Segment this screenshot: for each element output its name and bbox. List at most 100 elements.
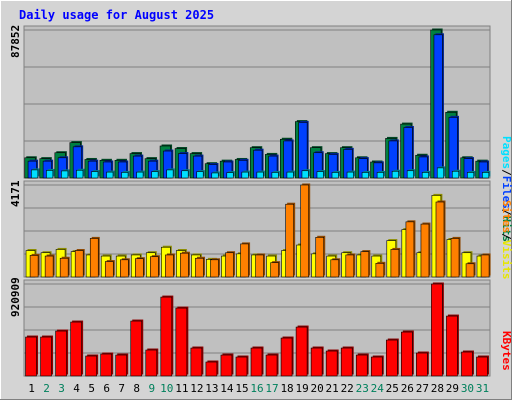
- bar-kbytes-day-15: [235, 355, 249, 377]
- bar-kbytes-day-8: [130, 319, 144, 377]
- bar-face: [420, 223, 430, 278]
- bar-sites-day-8: [135, 257, 145, 278]
- bar-face: [76, 169, 84, 179]
- bar-pages-day-1: [31, 168, 40, 179]
- bar-face: [310, 347, 323, 377]
- bar-sites-day-15: [240, 242, 251, 278]
- bar-face: [451, 170, 460, 179]
- bar-sites-day-21: [330, 258, 341, 278]
- panel-sites-visits: 4171 Sites/Visits: [9, 180, 512, 279]
- x-tick-label-day-22: 22: [341, 382, 354, 395]
- bar-pages-day-20: [316, 170, 325, 179]
- bar-sites-day-10: [165, 253, 175, 278]
- bar-kbytes-day-28: [431, 282, 444, 377]
- bar-pages-day-12: [196, 170, 205, 179]
- x-tick-label-day-18: 18: [280, 382, 293, 395]
- bar-pages-day-17: [271, 170, 280, 179]
- bar-pages-day-10: [166, 168, 175, 179]
- bar-face: [70, 321, 82, 377]
- bar-pages-day-31: [482, 170, 491, 179]
- bar-face: [55, 330, 67, 377]
- bar-face: [461, 351, 473, 377]
- panel-middle-legend: Sites/Visits: [500, 200, 512, 280]
- x-tick-label-day-24: 24: [371, 382, 385, 395]
- bar-sites-day-2: [44, 254, 55, 278]
- panel-top-max-label: 87852: [9, 25, 22, 58]
- x-tick-label-day-11: 11: [175, 382, 188, 395]
- panel-bottom-max-label: 920909: [9, 277, 22, 317]
- bar-face: [250, 347, 263, 377]
- bar-kbytes-day-20: [310, 346, 324, 377]
- bar-face: [85, 355, 97, 377]
- bar-face: [89, 238, 99, 278]
- bar-face: [61, 170, 69, 179]
- bar-face: [385, 339, 398, 377]
- legend-files: Files: [500, 176, 512, 209]
- bar-pages-day-5: [91, 170, 100, 179]
- bar-face: [240, 243, 249, 278]
- x-axis-day-labels: 1 2 3 4 5 6 7 8 9 10 11 12 13 14 15 16 17 18 19 20 21 22 23 24 2…: [28, 382, 489, 395]
- bar-face: [325, 350, 338, 377]
- bar-pages-day-22: [346, 170, 356, 179]
- bar-sites-day-31: [480, 253, 491, 278]
- bar-face: [433, 34, 443, 179]
- x-tick-label-day-1: 1: [28, 382, 35, 395]
- bar-sites-day-30: [465, 262, 476, 278]
- bar-face: [271, 172, 279, 179]
- bar-face: [482, 172, 490, 179]
- x-tick-label-day-20: 20: [311, 382, 324, 395]
- x-tick-label-day-19: 19: [295, 382, 308, 395]
- bar-kbytes-day-12: [190, 346, 204, 377]
- bar-pages-day-24: [376, 170, 386, 179]
- x-tick-label-day-8: 8: [133, 382, 140, 395]
- bar-pages-day-8: [136, 170, 145, 179]
- bar-face: [467, 172, 475, 179]
- bar-face: [235, 356, 248, 377]
- x-tick-label-day-16: 16: [250, 382, 263, 395]
- bar-kbytes-day-6: [100, 352, 114, 377]
- bar-face: [401, 331, 413, 377]
- bar-face: [316, 171, 324, 179]
- bar-sites-day-16: [255, 253, 266, 278]
- bar-sites-day-6: [104, 260, 115, 278]
- bar-face: [135, 258, 144, 278]
- bar-files-day-28: [433, 33, 444, 179]
- bar-pages-day-30: [467, 170, 476, 179]
- bar-kbytes-day-22: [340, 346, 354, 377]
- bar-kbytes-day-4: [70, 320, 84, 377]
- bar-face: [340, 347, 353, 377]
- bar-sites-day-25: [390, 247, 401, 278]
- bar-pages-day-13: [211, 171, 220, 179]
- bar-face: [160, 296, 173, 377]
- bar-face: [196, 171, 204, 179]
- bar-face: [300, 184, 309, 278]
- bar-face: [115, 354, 128, 377]
- bar-face: [370, 356, 383, 377]
- legend-sep-1: /: [500, 169, 512, 176]
- bar-face: [220, 354, 233, 377]
- bar-face: [225, 252, 234, 278]
- legend-kbytes: KBytes: [500, 331, 512, 371]
- bar-face: [476, 356, 488, 377]
- bar-face: [150, 256, 159, 278]
- bar-face: [406, 170, 414, 179]
- x-tick-label-day-12: 12: [190, 382, 203, 395]
- bar-sites-day-24: [375, 261, 386, 278]
- bar-kbytes-day-1: [25, 335, 39, 377]
- x-tick-label-day-29: 29: [446, 382, 459, 395]
- bar-face: [448, 117, 458, 179]
- bar-pages-day-19: [301, 169, 310, 179]
- x-tick-label-day-13: 13: [205, 382, 218, 395]
- bar-sites-day-7: [120, 258, 130, 278]
- bar-kbytes-day-17: [265, 353, 279, 377]
- bar-face: [286, 171, 294, 179]
- bar-kbytes-day-19: [295, 325, 309, 377]
- bar-face: [25, 336, 37, 377]
- bar-sites-day-3: [59, 256, 70, 278]
- panel-pages-files-hits: 87852 Pages/Files/Hits: [9, 25, 512, 242]
- bar-sites-day-22: [345, 253, 356, 278]
- x-tick-label-day-23: 23: [356, 382, 369, 395]
- x-tick-label-day-21: 21: [326, 382, 339, 395]
- x-tick-label-day-5: 5: [88, 382, 95, 395]
- bar-kbytes-day-11: [175, 306, 189, 377]
